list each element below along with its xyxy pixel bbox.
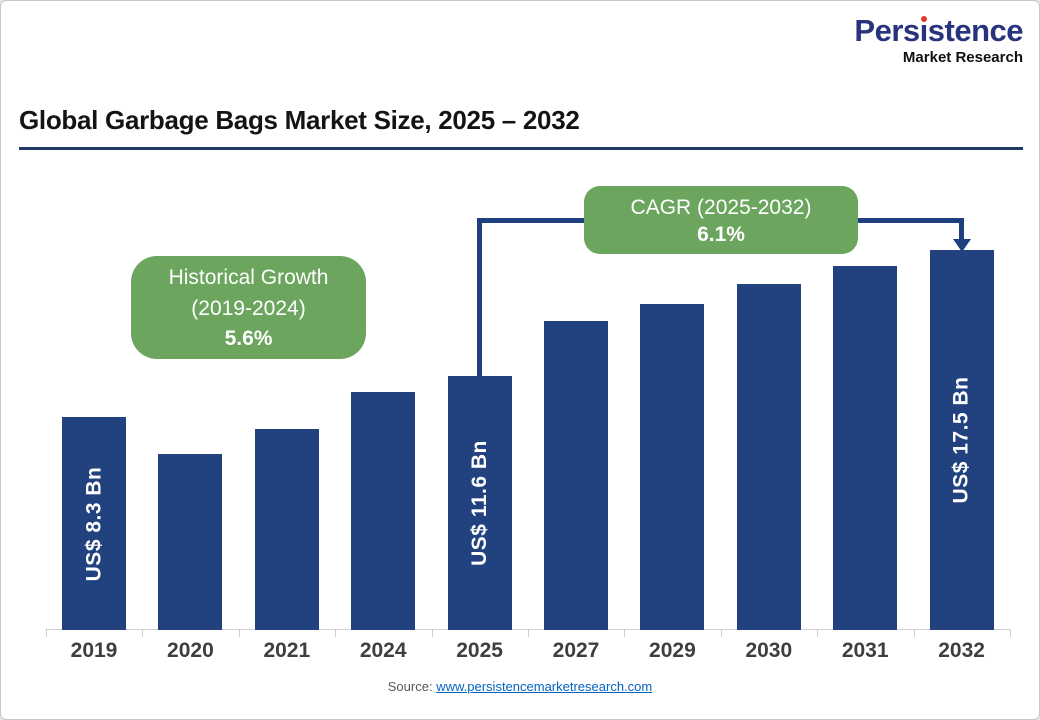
axis-tick [431,629,433,637]
brand-name-post: stence [927,13,1024,48]
axis-tick [238,629,240,637]
bar-2029 [640,304,705,630]
bar-2030 [736,284,801,630]
bar-value-label: US$ 11.6 Bn [467,440,491,566]
x-axis-label-2024: 2024 [359,639,407,662]
x-axis-label-2020: 2020 [167,639,214,662]
page-title: Global Garbage Bags Market Size, 2025 – … [19,105,580,135]
bar-2019: US$ 8.3 Bn [62,417,126,630]
cagr-line1: CAGR (2025-2032) [630,196,812,219]
cagr-value: 6.1% [697,223,745,247]
x-axis-label-2031: 2031 [841,639,889,662]
axis-tick [1010,629,1011,637]
brand-red-dot-i: ı [919,13,929,48]
cagr-bracket-left-line [477,218,482,376]
axis-tick [817,629,819,637]
historical-growth-value: 5.6% [224,327,273,351]
x-axis-label-2021: 2021 [263,639,311,662]
historical-growth-line1: Historical Growth [168,266,329,289]
bar-value-label: US$ 17.5 Bn [949,376,973,504]
axis-tick [46,629,47,637]
historical-growth-callout: Historical Growth (2019-2024) 5.6% [131,256,366,359]
x-axis-label-2032: 2032 [938,639,985,662]
historical-growth-line2: (2019-2024) [191,296,306,320]
cagr-callout: CAGR (2025-2032) 6.1% [584,186,858,254]
bar-2032: US$ 17.5 Bn [929,250,994,630]
source-link[interactable]: www.persistencemarketresearch.com [436,679,653,694]
bar-2024 [351,392,416,630]
axis-tick [624,629,626,637]
source-line: Source: www.persistencemarketresearch.co… [1,679,1039,694]
brand-logo: Persıstence Market Research [854,13,1024,66]
brand-name: Persıstence [854,13,1024,48]
x-axis-label-2019: 2019 [70,639,118,662]
axis-tick [720,629,722,637]
bar-2027 [544,321,608,630]
bar-2021 [254,429,319,630]
cagr-arrow-down-icon [953,239,971,252]
bar-2031 [833,266,898,630]
source-label: Source: [387,679,433,694]
brand-tagline: Market Research [902,48,1023,66]
title-underline [19,147,1023,150]
cagr-bracket-right-line [959,218,964,241]
axis-tick [528,629,529,637]
x-axis-label-2027: 2027 [552,639,600,662]
axis-tick [335,629,337,637]
bar-value-label: US$ 8.3 Bn [82,466,105,581]
x-axis-label-2030: 2030 [745,639,793,662]
axis-tick [142,629,144,637]
x-axis-label-2029: 2029 [649,639,696,662]
x-axis-label-2025: 2025 [456,639,503,662]
bar-2025: US$ 11.6 Bn [447,376,512,630]
axis-tick [913,629,915,637]
brand-name-pre: Pers [854,13,920,48]
bar-2020 [158,454,223,630]
